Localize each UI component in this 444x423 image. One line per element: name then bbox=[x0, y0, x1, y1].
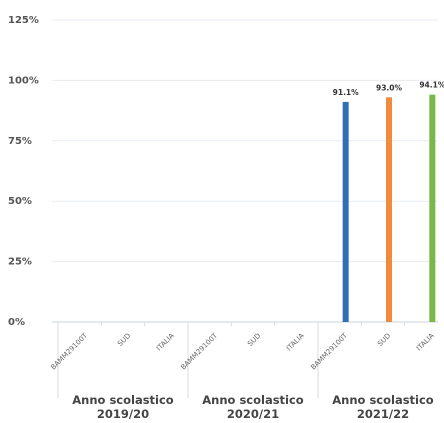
y-tick-label: 100% bbox=[8, 75, 39, 86]
x-tick-label: ITALIA bbox=[285, 332, 306, 353]
group-label: Anno scolastico 2019/20 bbox=[72, 393, 174, 421]
group-label: Anno scolastico 2020/21 bbox=[202, 393, 304, 421]
group-label-line: 2021/22 bbox=[357, 407, 409, 421]
data-label: 93.0% bbox=[376, 83, 403, 92]
bar bbox=[429, 94, 436, 322]
x-tick-label: BAMM29100T bbox=[49, 331, 89, 371]
data-label: 91.1% bbox=[333, 88, 360, 97]
y-tick-label: 0% bbox=[8, 317, 25, 328]
y-tick-label: 75% bbox=[8, 136, 32, 147]
group-label: Anno scolastico 2021/22 bbox=[332, 393, 434, 421]
x-tick-label: ITALIA bbox=[155, 332, 176, 353]
group-label-line: Anno scolastico bbox=[72, 393, 174, 407]
x-tick-label: ITALIA bbox=[415, 332, 436, 353]
y-tick-label: 125% bbox=[8, 15, 39, 26]
bar bbox=[342, 101, 349, 322]
group-label-line: Anno scolastico bbox=[332, 393, 434, 407]
y-tick-label: 50% bbox=[8, 196, 32, 207]
x-tick-label: SUD bbox=[246, 332, 262, 348]
group-label-line: Anno scolastico bbox=[202, 393, 304, 407]
x-tick-label: SUD bbox=[116, 332, 132, 348]
y-tick-label: 25% bbox=[8, 257, 32, 268]
x-tick-label: BAMM29100T bbox=[309, 331, 349, 371]
group-label-line: 2020/21 bbox=[227, 407, 279, 421]
bar bbox=[386, 97, 392, 322]
group-label-line: 2019/20 bbox=[97, 407, 149, 421]
x-tick-label: BAMM29100T bbox=[179, 331, 219, 371]
data-label: 94.1% bbox=[419, 81, 444, 90]
x-tick-label: SUD bbox=[376, 332, 392, 348]
